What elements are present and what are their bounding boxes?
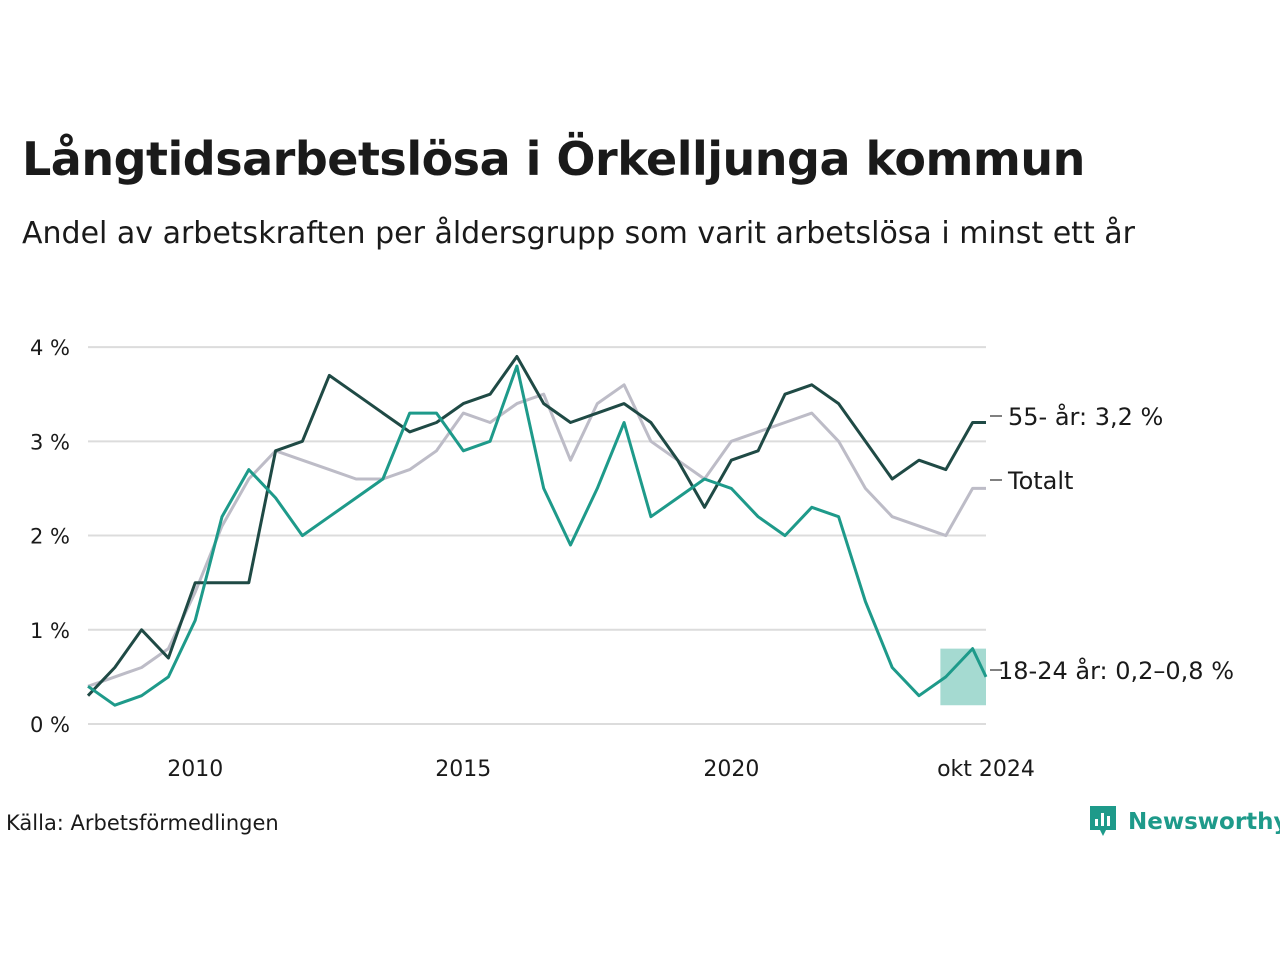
x-tick-label: 2015 (435, 757, 491, 782)
x-tick-label: 2020 (703, 757, 759, 782)
series-end-label: 55- år: 3,2 % (1008, 402, 1163, 431)
series-lines (86, 355, 988, 707)
x-tick-label: okt 2024 (937, 757, 1035, 782)
series-end-label: Totalt (1007, 467, 1073, 495)
newsworthy-logo-icon (1090, 806, 1116, 836)
source-note: Källa: Arbetsförmedlingen (6, 811, 279, 835)
x-tick-label: 2010 (167, 757, 223, 782)
series-end-labels: Totalt 55- år: 3,2 % 18-24 år: 0,2–0,8 % (990, 402, 1234, 685)
band-18-24 (940, 648, 986, 706)
brand-name: Newsworthy (1128, 809, 1280, 835)
y-tick-label: 2 % (30, 525, 70, 549)
x-axis: 2010 2015 2020 okt 2024 (167, 757, 1035, 782)
series-end-label: 18-24 år: 0,2–0,8 % (998, 656, 1234, 685)
series-line-55-r (86, 355, 986, 697)
y-tick-label: 0 % (30, 713, 70, 737)
chart-title: Långtidsarbetslösa i Örkelljunga kommun (22, 132, 1085, 186)
y-tick-label: 3 % (30, 430, 70, 454)
uncertainty-bands (940, 648, 986, 706)
brand[interactable]: Newsworthy (1088, 804, 1280, 840)
series-line-18-24-r (87, 364, 988, 707)
chart-subtitle: Andel av arbetskraften per åldersgrupp s… (22, 216, 1135, 251)
y-tick-label: 4 % (30, 336, 70, 360)
y-axis: 0 % 1 % 2 % 3 % 4 % (30, 336, 70, 737)
grid-lines (88, 346, 986, 725)
series-line-totalt (87, 383, 986, 688)
y-tick-label: 1 % (30, 619, 70, 643)
